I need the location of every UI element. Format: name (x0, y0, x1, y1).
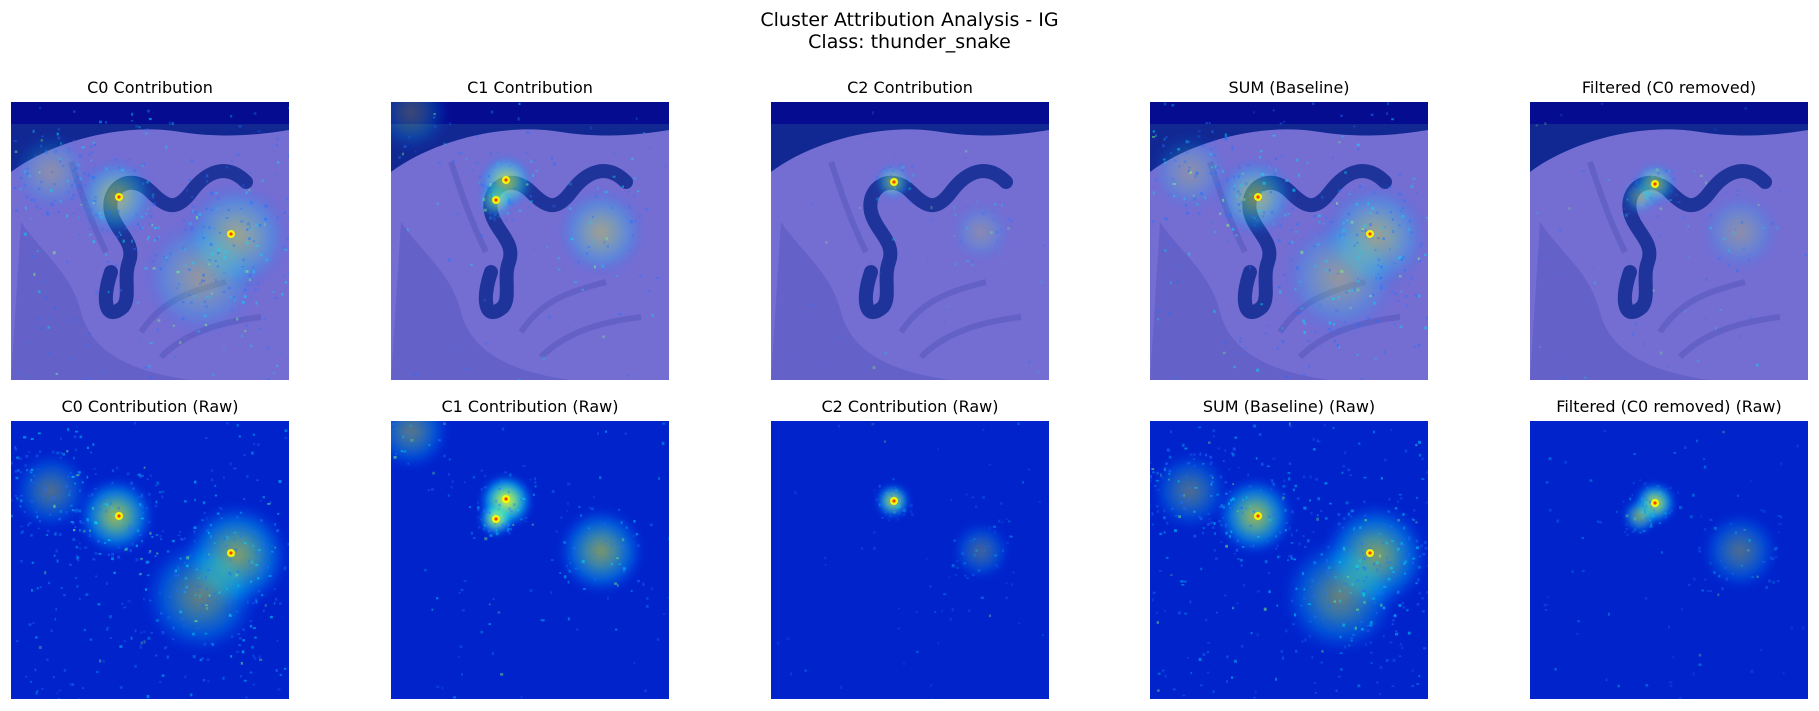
panel-image (1150, 102, 1428, 380)
figure-subtitle: Class: thunder_snake (808, 31, 1011, 53)
attribution-map (11, 421, 289, 699)
panel-image (771, 421, 1049, 699)
panel-image (391, 421, 669, 699)
panel-image (391, 102, 669, 380)
snake-shape (1617, 164, 1772, 319)
attribution-map (1150, 421, 1428, 699)
attribution-map (391, 421, 669, 699)
panel-title: SUM (Baseline) (Raw) (1202, 397, 1376, 416)
snake-shape (858, 164, 1013, 319)
panel-image (1530, 102, 1808, 380)
panel-image (11, 421, 289, 699)
panel-image (1530, 421, 1808, 699)
panel-title: Filtered (C0 removed) (Raw) (1556, 397, 1782, 416)
panel-image (771, 102, 1049, 380)
attribution-map (11, 102, 289, 380)
panel-title: C0 Contribution (87, 78, 213, 97)
attribution-map (1530, 102, 1808, 380)
figure-title: Cluster Attribution Analysis - IG (760, 9, 1059, 31)
panel-title: SUM (Baseline) (1228, 78, 1350, 97)
attribution-map (771, 102, 1049, 380)
attribution-map (771, 421, 1049, 699)
panel-image (11, 102, 289, 380)
panel-image (1150, 421, 1428, 699)
panel-title: Filtered (C0 removed) (1581, 78, 1757, 97)
panel-title: C1 Contribution (Raw) (441, 397, 619, 416)
panel-title: C1 Contribution (467, 78, 593, 97)
panel-title: C2 Contribution (Raw) (821, 397, 999, 416)
attribution-map (1530, 421, 1808, 699)
panel-title: C0 Contribution (Raw) (61, 397, 239, 416)
attribution-map (391, 102, 669, 380)
attribution-map (1150, 102, 1428, 380)
panel-title: C2 Contribution (847, 78, 973, 97)
